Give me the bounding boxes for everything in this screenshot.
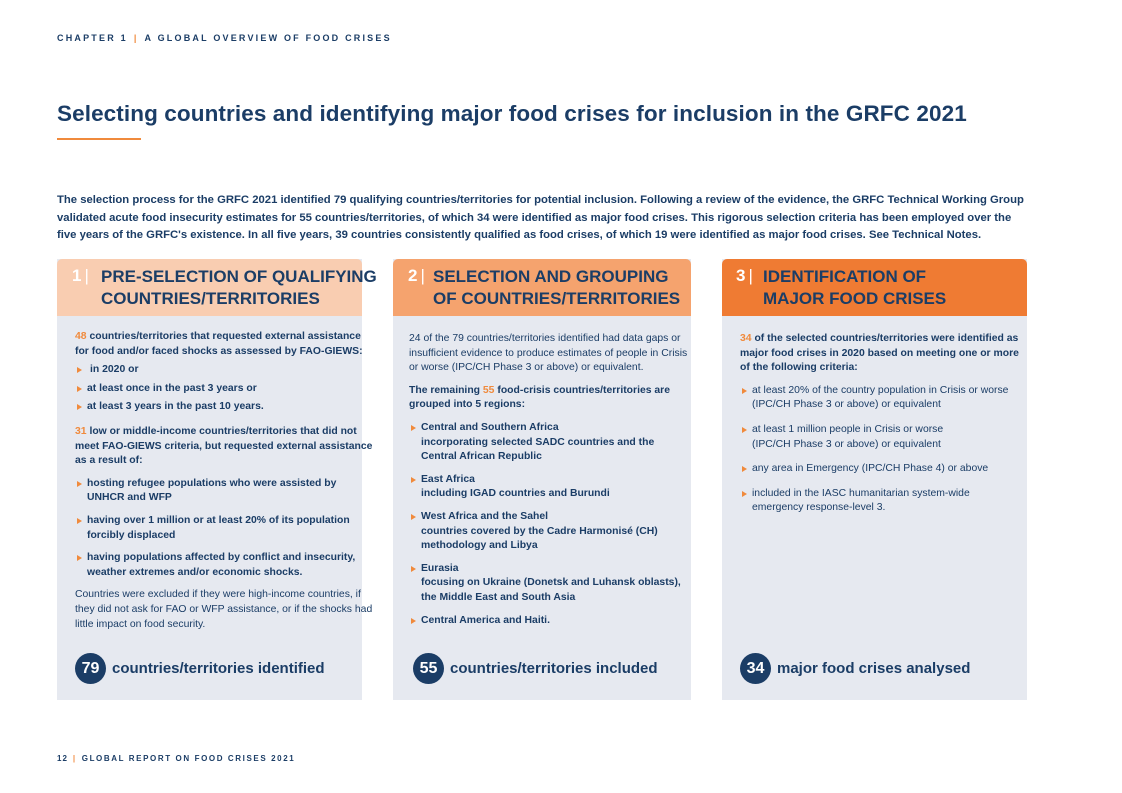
column-summary: 55 countries/territories included — [413, 653, 658, 684]
section-label: A GLOBAL OVERVIEW OF FOOD CRISES — [144, 33, 392, 43]
bullet-arrow-icon — [77, 385, 82, 392]
bullet-arrow-icon — [742, 466, 747, 473]
intro-line: five years of the GRFC's existence. In a… — [57, 229, 982, 241]
page-title: Selecting countries and identifying majo… — [57, 101, 967, 126]
bullet-arrow-icon — [77, 367, 82, 374]
count-badge: 34 — [740, 653, 771, 684]
column-header: 1 | PRE-SELECTION OF QUALIFYING COUNTRIES… — [57, 259, 377, 316]
chapter-header: CHAPTER 1 | A GLOBAL OVERVIEW OF FOOD CRIS… — [57, 33, 392, 43]
bullet-arrow-icon — [411, 617, 416, 624]
heading-line: OF COUNTRIES/TERRITORIES — [433, 289, 681, 308]
footer-separator: | — [72, 754, 77, 763]
bullet-item: having over 1 million or at least 20% of… — [75, 514, 355, 543]
column-header: 3 | IDENTIFICATION OF MAJOR FOOD CRISES — [722, 259, 1027, 316]
column-heading: IDENTIFICATION OF MAJOR FOOD CRISES — [763, 266, 946, 310]
criterion-item: at least 1 million people in Crisis or w… — [740, 423, 1020, 452]
report-name: GLOBAL REPORT ON FOOD CRISES 2021 — [81, 754, 296, 763]
intro-paragraph: The selection process for the GRFC 2021 … — [57, 192, 1032, 245]
heading-line: MAJOR FOOD CRISES — [763, 289, 947, 308]
criteria-paragraph: 34 of the selected countries/territories… — [740, 333, 1019, 374]
column-selection: 2 | SELECTION AND GROUPING OF COUNTRIES/T… — [393, 259, 691, 700]
column-header: 2 | SELECTION AND GROUPING OF COUNTRIES/T… — [393, 259, 691, 316]
bullet-arrow-icon — [411, 476, 416, 483]
summary-label: major food crises analysed — [777, 660, 971, 677]
header-separator: | — [133, 33, 139, 43]
count-badge: 55 — [413, 653, 444, 684]
column-summary: 79 countries/territories identified — [75, 653, 325, 684]
summary-label: countries/territories identified — [112, 660, 325, 677]
heading-line: COUNTRIES/TERRITORIES — [101, 289, 320, 308]
region-item: West Africa and the Sahel countries cover… — [409, 510, 681, 554]
region-item: Central America and Haiti. — [409, 614, 681, 629]
bullet-arrow-icon — [77, 404, 82, 411]
bullet-item: having populations affected by conflict … — [75, 551, 355, 580]
count-badge: 79 — [75, 653, 106, 684]
bullet-arrow-icon — [77, 517, 82, 524]
step-number: 2 | — [408, 266, 425, 285]
bullet-arrow-icon — [77, 480, 82, 487]
bullet-item: in 2020 or — [75, 363, 355, 378]
criterion-item: at least 20% of the country population i… — [740, 384, 1020, 413]
bullet-item: at least 3 years in the past 10 years. — [75, 400, 355, 415]
column-summary: 34 major food crises analysed — [740, 653, 970, 684]
criteria-paragraph: 31 low or middle-income countries/territ… — [75, 425, 373, 467]
step-number: 3 | — [736, 266, 753, 285]
bullet-arrow-icon — [411, 513, 416, 520]
intro-line: validated acute food insecurity estimate… — [57, 211, 1012, 224]
column-body: 34 of the selected countries/territories… — [740, 332, 1020, 516]
criterion-item: any area in Emergency (IPC/CH Phase 4) o… — [740, 462, 1020, 477]
heading-line: IDENTIFICATION OF — [763, 267, 927, 286]
column-identification: 3 | IDENTIFICATION OF MAJOR FOOD CRISES 3… — [722, 259, 1027, 700]
chapter-label: CHAPTER 1 — [57, 33, 128, 43]
criteria-paragraph: 48 countries/territories that requested … — [75, 331, 363, 357]
title-underline — [57, 138, 141, 140]
region-item: Eurasia focusing on Ukraine (Donetsk and … — [409, 562, 681, 606]
regions-intro: The remaining 55 food-crisis countries/t… — [409, 384, 671, 411]
bullet-arrow-icon — [411, 565, 416, 572]
bullet-item: hosting refugee populations who were ass… — [75, 477, 355, 506]
step-number: 1 | — [72, 266, 89, 285]
bullet-arrow-icon — [742, 426, 747, 433]
data-gaps-paragraph: 24 of the 79 countries/territories ident… — [409, 333, 688, 374]
intro-line: The selection process for the GRFC 2021 … — [57, 194, 1024, 206]
column-heading: PRE-SELECTION OF QUALIFYING COUNTRIES/TE… — [101, 266, 377, 310]
bullet-arrow-icon — [742, 490, 747, 497]
exclusion-note: Countries were excluded if they were hig… — [75, 589, 373, 630]
column-preselection: 1 | PRE-SELECTION OF QUALIFYING COUNTRIES… — [57, 259, 377, 700]
bullet-arrow-icon — [742, 387, 747, 394]
column-heading: SELECTION AND GROUPING OF COUNTRIES/TERR… — [433, 266, 680, 310]
region-item: East Africa including IGAD countries and … — [409, 473, 681, 502]
highlight-number: 55 — [482, 384, 495, 396]
bullet-item: at least once in the past 3 years or — [75, 382, 355, 397]
highlight-number: 48 — [75, 331, 87, 342]
heading-line: PRE-SELECTION OF QUALIFYING — [101, 267, 377, 286]
highlight-number: 31 — [75, 425, 87, 437]
bullet-arrow-icon — [411, 424, 416, 431]
page-footer: 12 | GLOBAL REPORT ON FOOD CRISES 2021 — [57, 754, 295, 763]
highlight-number: 34 — [740, 333, 752, 344]
column-body: 24 of the 79 countries/territories ident… — [409, 332, 688, 629]
criterion-item: included in the IASC humanitarian system… — [740, 487, 1020, 516]
heading-line: SELECTION AND GROUPING — [433, 267, 669, 286]
bullet-arrow-icon — [77, 555, 82, 562]
column-body: 48 countries/territories that requested … — [75, 330, 373, 632]
page-number: 12 — [57, 754, 68, 763]
summary-label: countries/territories included — [450, 660, 658, 677]
region-item: Central and Southern Africa incorporating… — [409, 421, 681, 465]
